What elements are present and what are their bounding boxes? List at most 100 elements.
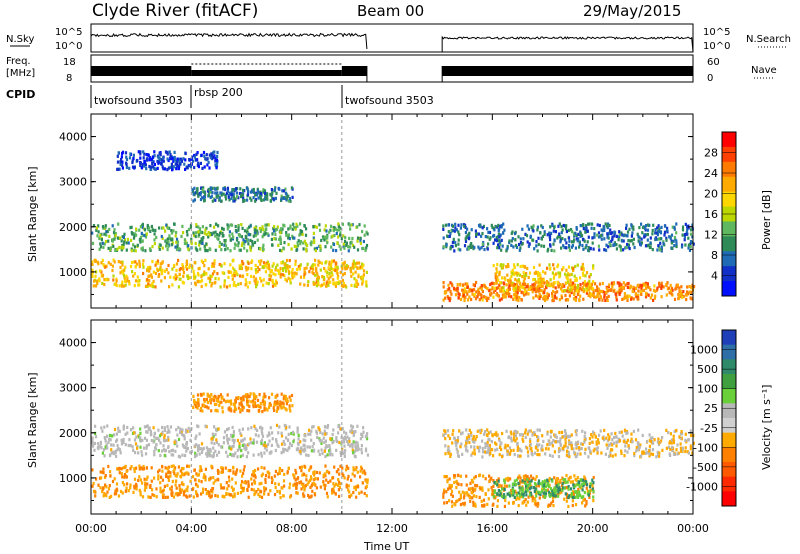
data-cell-3 xyxy=(507,478,510,482)
data-cell-4 xyxy=(603,291,607,295)
data-cell-0 xyxy=(200,480,203,484)
data-cell-4 xyxy=(556,290,559,294)
data-cell-2 xyxy=(228,399,231,404)
data-cell-6 xyxy=(687,243,690,247)
data-cell-0 xyxy=(193,468,196,472)
data-cell-3 xyxy=(170,162,173,166)
data-cell-5 xyxy=(561,289,564,293)
data-cell-6 xyxy=(530,225,533,229)
data-cell-4 xyxy=(590,292,593,296)
data-cell-0 xyxy=(265,281,268,285)
data-cell-0 xyxy=(124,265,127,269)
data-cell-6 xyxy=(452,237,455,241)
data-cell-6 xyxy=(508,241,511,245)
data-cell-0 xyxy=(202,260,205,265)
data-cell-0 xyxy=(323,487,326,491)
cpid-label: CPID xyxy=(6,88,35,101)
data-cell-0 xyxy=(324,483,327,487)
data-cell-0 xyxy=(101,490,104,494)
data-cell-3 xyxy=(463,501,466,505)
data-cell-6 xyxy=(465,235,468,239)
data-cell-6 xyxy=(457,247,460,251)
data-cell-1 xyxy=(190,237,193,241)
data-cell-1 xyxy=(352,440,355,444)
data-cell-2 xyxy=(210,393,213,397)
data-cell-1 xyxy=(351,425,354,429)
data-cell-1 xyxy=(353,454,356,458)
data-cell-4 xyxy=(451,284,454,288)
data-cell-1 xyxy=(234,229,237,233)
data-cell-4 xyxy=(586,281,590,285)
data-cell-1 xyxy=(264,231,267,235)
data-cell-0 xyxy=(230,493,233,497)
data-cell-1 xyxy=(136,243,139,247)
data-cell-4 xyxy=(508,491,511,495)
data-cell-2 xyxy=(245,393,248,397)
data-cell-1 xyxy=(227,427,230,431)
data-cell-2 xyxy=(236,195,239,199)
data-cell-5 xyxy=(588,286,592,290)
data-cell-1 xyxy=(180,234,183,238)
data-cell-2 xyxy=(230,193,233,197)
data-cell-5 xyxy=(549,266,552,270)
data-cell-0 xyxy=(254,491,257,495)
data-cell-1 xyxy=(154,447,157,451)
data-cell-1 xyxy=(143,233,146,238)
data-cell-0 xyxy=(175,262,179,266)
data-cell-1 xyxy=(100,238,103,242)
data-cell-6 xyxy=(575,227,578,231)
data-cell-0 xyxy=(146,482,149,486)
data-cell-1 xyxy=(315,225,318,229)
data-cell-1 xyxy=(104,439,107,443)
data-cell-0 xyxy=(279,495,282,500)
data-cell-0 xyxy=(352,272,355,276)
data-cell-1 xyxy=(260,454,263,458)
data-cell-0 xyxy=(271,284,275,288)
data-cell-4 xyxy=(665,293,668,297)
data-cell-0 xyxy=(347,488,350,492)
data-cell-1 xyxy=(308,428,311,432)
data-cell-6 xyxy=(558,232,561,236)
data-cell-4 xyxy=(525,292,528,296)
data-cell-4 xyxy=(534,290,537,294)
data-cell-0 xyxy=(323,278,326,282)
data-cell-4 xyxy=(567,289,570,294)
data-cell-4 xyxy=(526,283,529,287)
data-cell-0 xyxy=(287,466,290,470)
data-cell-6 xyxy=(492,234,495,238)
data-cell-4 xyxy=(566,480,569,484)
data-cell-4 xyxy=(650,293,654,297)
data-cell-0 xyxy=(200,284,203,289)
data-cell-6 xyxy=(627,239,630,243)
data-cell-0 xyxy=(223,284,226,288)
data-cell-1 xyxy=(349,429,352,434)
data-cell-5 xyxy=(498,272,501,276)
data-cell-6 xyxy=(683,235,686,239)
data-cell-0 xyxy=(159,265,162,269)
data-cell-0 xyxy=(269,489,272,493)
data-cell-1 xyxy=(261,431,264,436)
data-cell-6 xyxy=(657,244,660,248)
data-cell-4 xyxy=(541,480,544,484)
data-cell-0 xyxy=(286,265,289,269)
data-cell-0 xyxy=(175,276,178,281)
data-cell-0 xyxy=(355,495,358,499)
data-cell-0 xyxy=(252,275,255,279)
data-cell-2 xyxy=(199,193,202,197)
data-cell-4 xyxy=(514,482,518,486)
y-tick-label: 1000 xyxy=(59,266,87,279)
data-cell-6 xyxy=(480,246,483,250)
data-cell-1 xyxy=(320,448,323,452)
data-cell-4 xyxy=(533,288,536,292)
data-cell-0 xyxy=(310,266,313,270)
data-cell-6 xyxy=(670,233,674,237)
data-cell-1 xyxy=(241,427,244,431)
data-cell-1 xyxy=(186,233,189,237)
data-cell-1 xyxy=(263,441,266,445)
data-cell-1 xyxy=(360,451,363,455)
data-cell-1 xyxy=(233,438,236,442)
data-cell-0 xyxy=(284,269,288,273)
data-cell-0 xyxy=(328,471,331,475)
data-cell-1 xyxy=(336,439,339,444)
data-cell-1 xyxy=(267,442,270,447)
